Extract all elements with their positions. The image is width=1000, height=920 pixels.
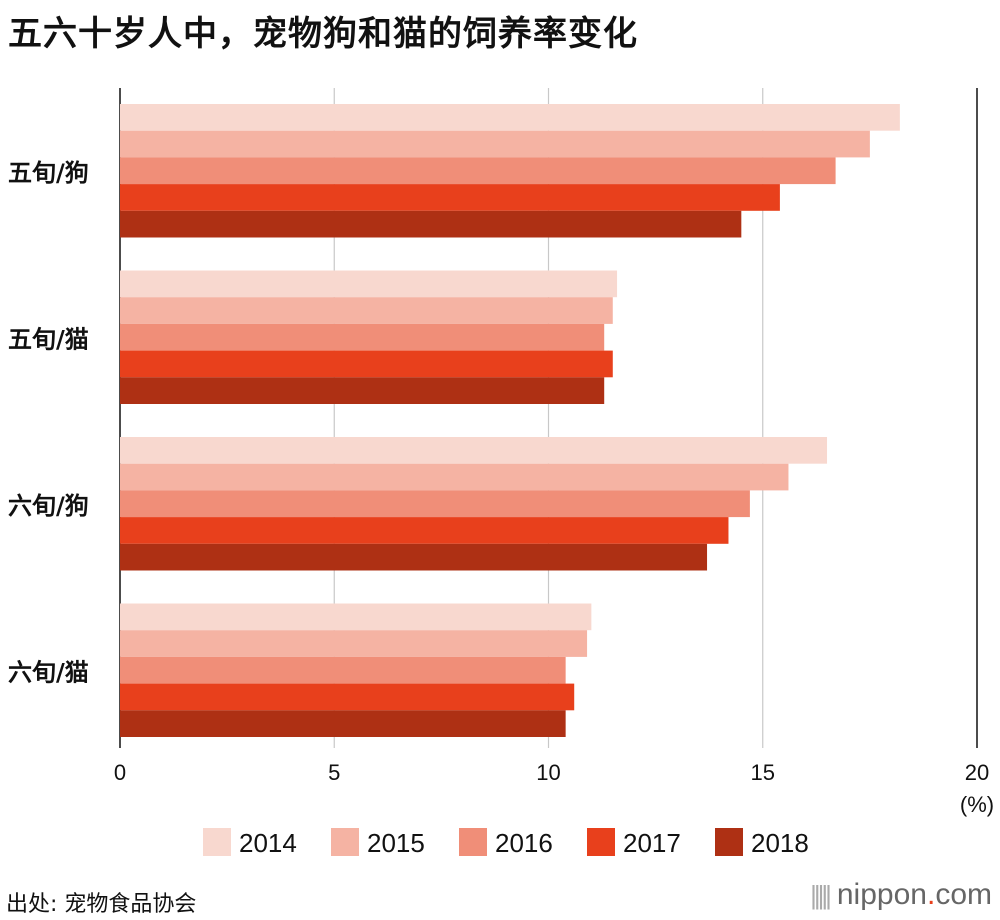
- brand-dot: .: [926, 878, 936, 911]
- legend-label: 2016: [495, 828, 553, 858]
- category-label: 六旬/狗: [8, 492, 89, 520]
- x-tick-label: 20: [965, 760, 989, 785]
- legend-swatch: [715, 828, 743, 856]
- x-tick-label: 15: [751, 760, 775, 785]
- legend-label: 2015: [367, 828, 425, 858]
- legend-swatch: [459, 828, 487, 856]
- x-tick-label: 0: [114, 760, 126, 785]
- bar-2017: [120, 683, 575, 711]
- bar-2017: [120, 517, 729, 544]
- legend-label: 2014: [239, 828, 297, 858]
- bar-2018: [120, 210, 742, 238]
- category-label: 五旬/狗: [8, 159, 89, 187]
- legend-swatch: [203, 828, 231, 856]
- legend-label: 2018: [751, 828, 809, 858]
- bar-2017: [120, 350, 613, 378]
- bar-2018: [120, 543, 708, 571]
- bar-2014: [120, 270, 618, 298]
- bar-2018: [120, 377, 605, 404]
- category-label: 六旬/猫: [8, 658, 89, 686]
- bar-2018: [120, 710, 566, 737]
- logo-bars-icon: |||||: [810, 880, 832, 910]
- legend-swatch: [331, 828, 359, 856]
- bar-2016: [120, 490, 750, 518]
- bar-2016: [120, 656, 566, 684]
- source-note: 出处: 宠物食品协会: [6, 892, 197, 917]
- x-unit-label: (%): [960, 792, 994, 817]
- bar-2015: [120, 297, 613, 324]
- x-tick-label: 5: [328, 760, 340, 785]
- bar-2015: [120, 463, 789, 491]
- bar-2015: [120, 630, 588, 657]
- bar-2015: [120, 130, 870, 158]
- x-tick-label: 10: [536, 760, 560, 785]
- bar-2016: [120, 157, 836, 185]
- brand-logo: ||||| nippon.com: [810, 878, 992, 912]
- legend-swatch: [587, 828, 615, 856]
- brand-name: nippon: [836, 878, 927, 911]
- category-label: 五旬/猫: [8, 325, 89, 353]
- chart-title: 五六十岁人中，宠物狗和猫的饲养率变化: [8, 14, 638, 54]
- brand-tld: com: [935, 878, 992, 911]
- bar-2016: [120, 323, 605, 351]
- bar-2014: [120, 437, 828, 464]
- bar-2014: [120, 104, 900, 131]
- bar-2017: [120, 184, 780, 211]
- bar-2014: [120, 603, 592, 631]
- legend-label: 2017: [623, 828, 681, 858]
